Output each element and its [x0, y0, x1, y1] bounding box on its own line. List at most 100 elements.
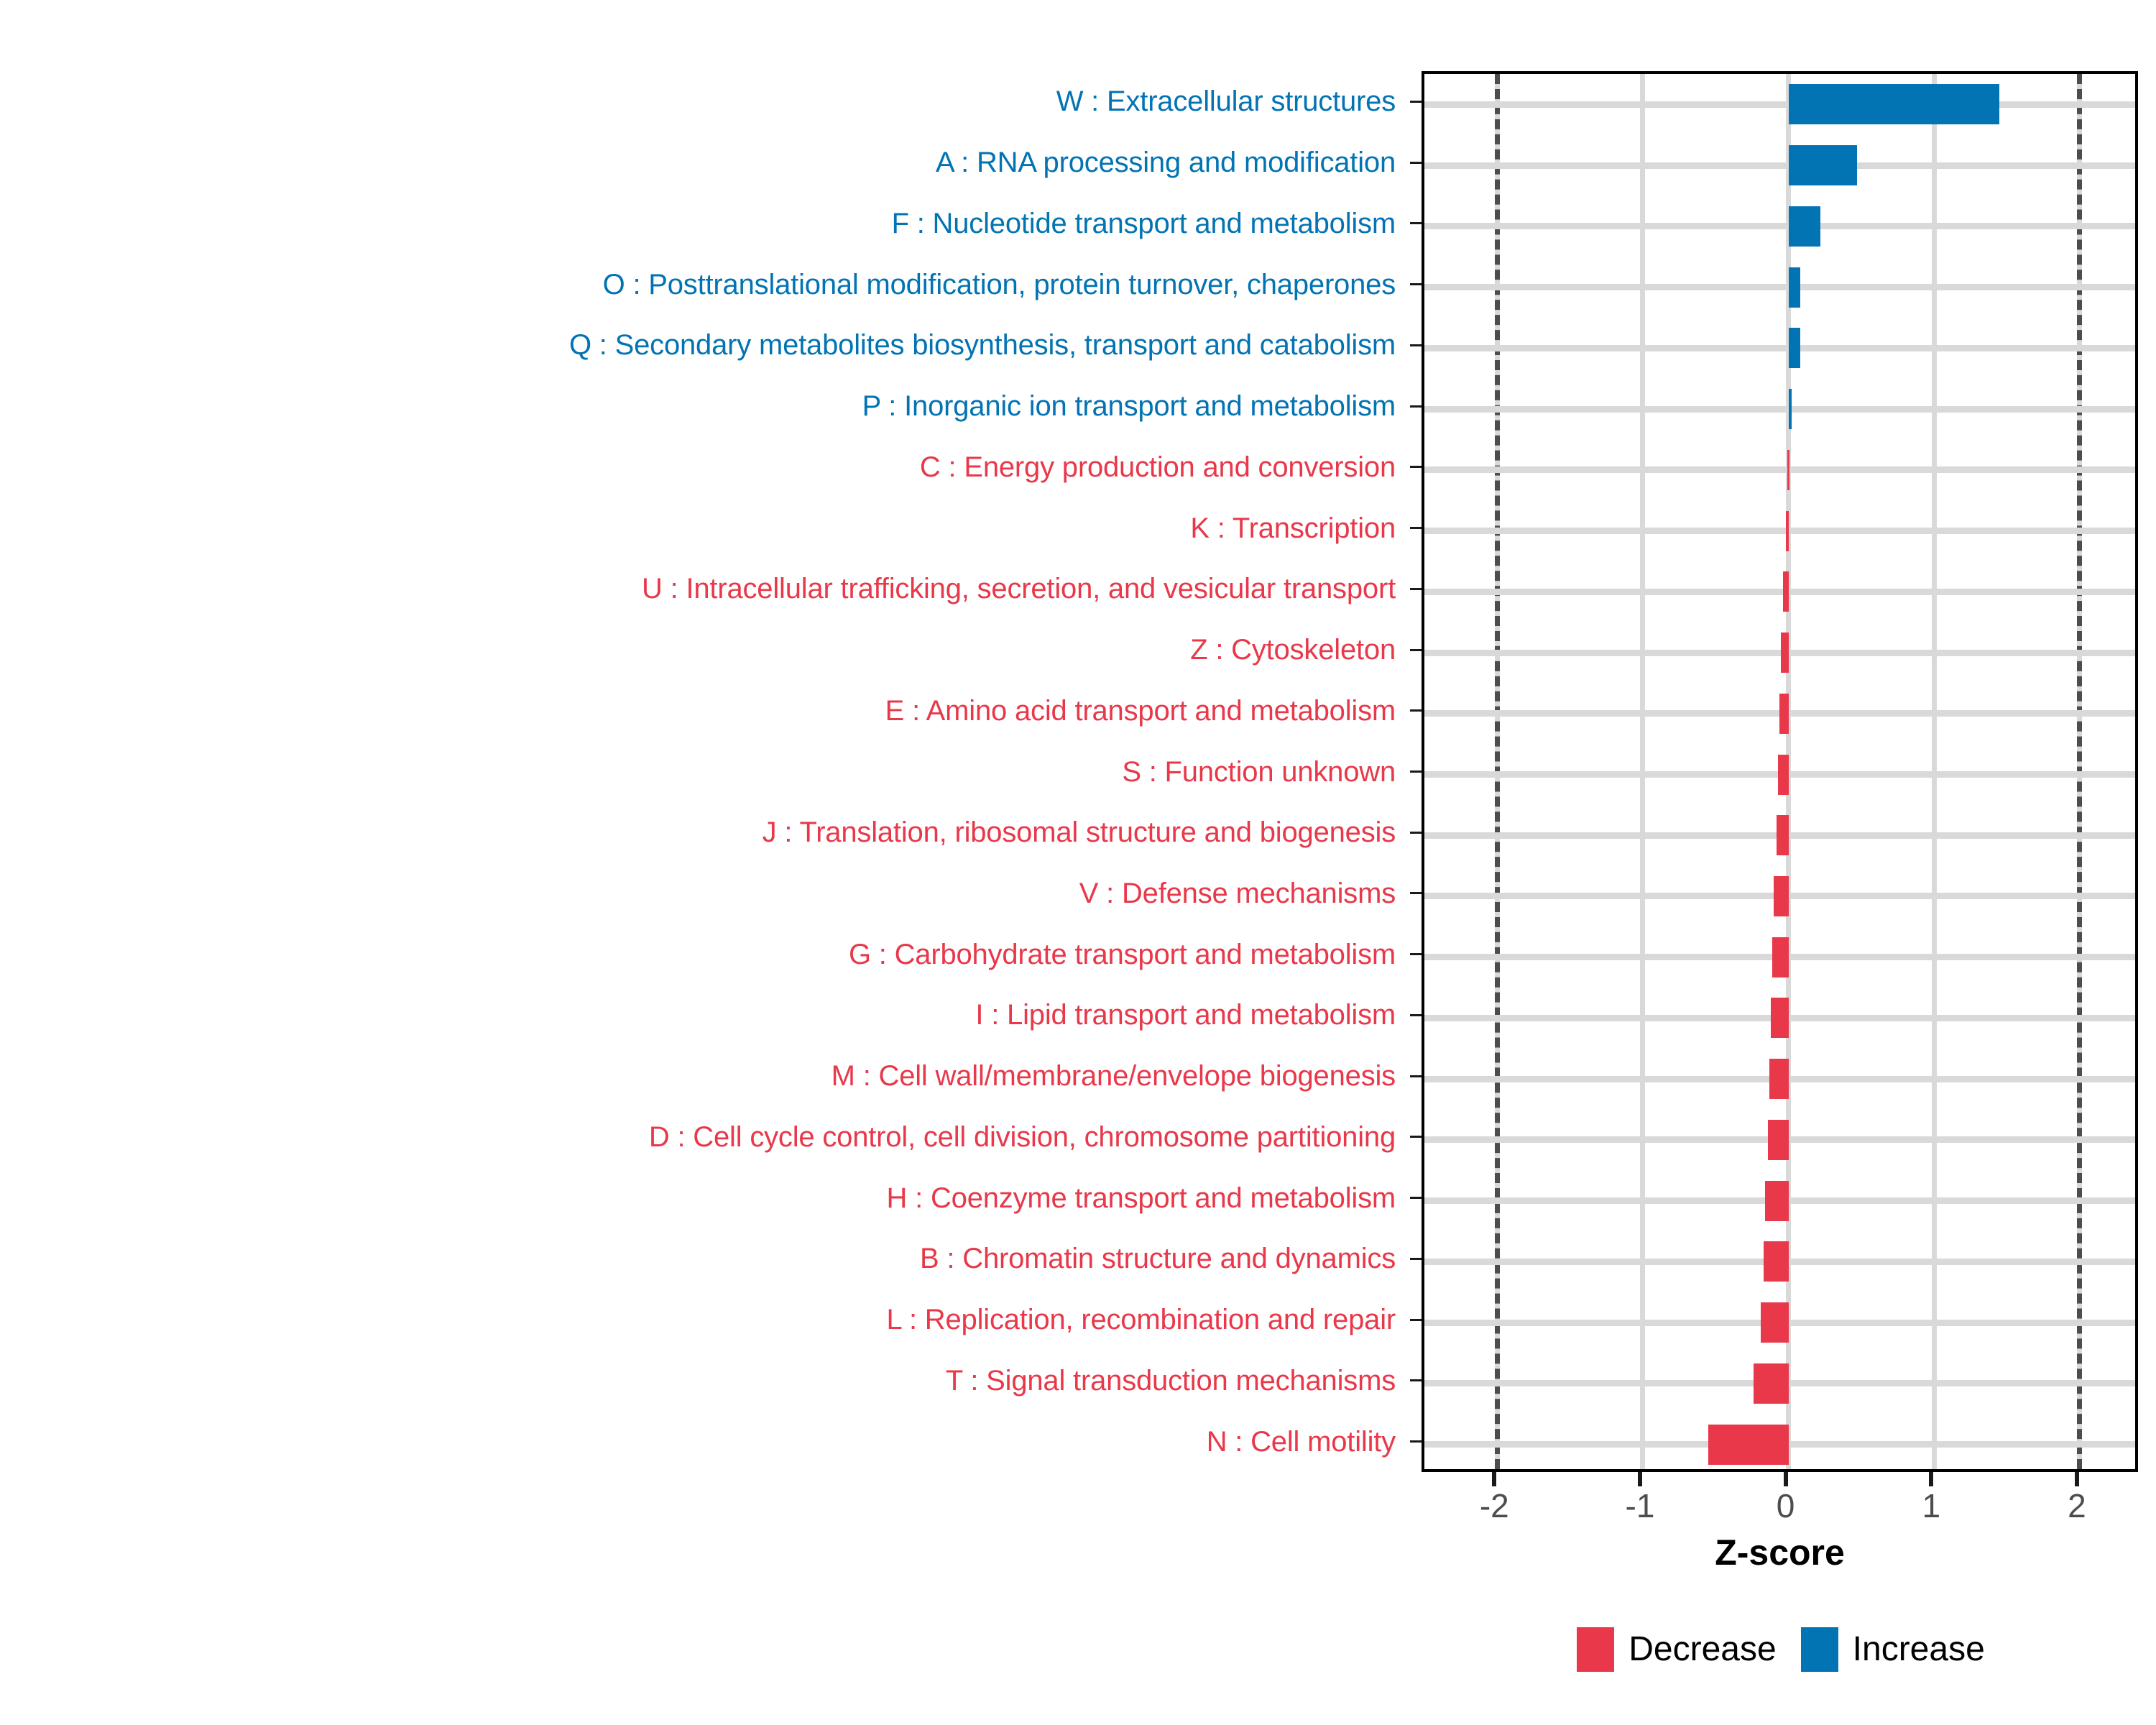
y-axis-label-text: T : Signal transduction mechanisms: [945, 1364, 1396, 1397]
bar[interactable]: [1772, 937, 1789, 978]
x-axis-tick: [1637, 1472, 1642, 1486]
y-axis-label-text: N : Cell motility: [1206, 1425, 1396, 1458]
y-axis-tick: [1410, 222, 1422, 225]
y-axis-label-text: Z : Cytoskeleton: [1190, 634, 1396, 666]
legend-label: Increase: [1852, 1630, 1985, 1668]
y-axis-category-labels: W : Extracellular structures A : RNA proc…: [0, 71, 1409, 1472]
x-axis-tick: [2074, 1472, 2079, 1486]
y-axis-label-text: I : Lipid transport and metabolism: [975, 999, 1396, 1031]
bar[interactable]: [1788, 84, 2000, 125]
horizontal-gridline: [1424, 588, 2135, 595]
bar[interactable]: [1788, 145, 1857, 186]
y-axis-label-text: L : Replication, recombination and repai…: [886, 1304, 1396, 1336]
y-axis-tick: [1410, 100, 1422, 103]
y-axis-tick: [1410, 953, 1422, 956]
horizontal-gridline: [1424, 405, 2135, 413]
y-axis-label-text: B : Chromatin structure and dynamics: [920, 1243, 1396, 1275]
x-axis-tick: [1492, 1472, 1497, 1486]
bar[interactable]: [1787, 449, 1789, 490]
x-axis-tick: [1783, 1472, 1788, 1486]
x-axis-tick-label: -1: [1625, 1487, 1655, 1524]
y-axis-tick: [1410, 283, 1422, 286]
bar[interactable]: [1769, 1059, 1789, 1100]
horizontal-gridline: [1424, 284, 2135, 291]
y-axis-label-text: E : Amino acid transport and metabolism: [885, 694, 1396, 727]
bar[interactable]: [1753, 1363, 1789, 1404]
y-axis-tick: [1410, 648, 1422, 651]
legend-item[interactable]: Decrease: [1577, 1627, 1777, 1672]
plot-panel: [1422, 71, 2138, 1472]
y-axis-label-text: Q : Secondary metabolites biosynthesis, …: [568, 329, 1396, 362]
bar[interactable]: [1765, 1180, 1789, 1221]
bar[interactable]: [1788, 389, 1792, 430]
horizontal-gridline: [1424, 649, 2135, 656]
y-axis-tick: [1410, 587, 1422, 590]
legend-label: Decrease: [1628, 1630, 1777, 1668]
y-axis-tick: [1410, 1013, 1422, 1016]
y-axis-tick: [1410, 1379, 1422, 1382]
chart-legend: Decrease Increase: [1422, 1624, 2140, 1675]
y-axis-label-text: O : Posttranslational modification, prot…: [602, 268, 1396, 300]
x-axis-title: Z-score: [1715, 1532, 1845, 1573]
bar[interactable]: [1771, 998, 1789, 1039]
bar[interactable]: [1785, 510, 1789, 551]
x-axis-tick: [1929, 1472, 1934, 1486]
y-axis-label-text: A : RNA processing and modification: [935, 147, 1396, 179]
horizontal-gridline: [1424, 528, 2135, 535]
bar[interactable]: [1778, 754, 1789, 795]
plot-inner-area: [1424, 74, 2135, 1469]
y-axis-label-text: M : Cell wall/membrane/envelope biogenes…: [831, 1060, 1396, 1092]
y-axis-tick: [1410, 1318, 1422, 1321]
bar[interactable]: [1788, 328, 1800, 369]
x-axis-tick-label: 0: [1776, 1487, 1795, 1524]
y-axis-label-text: S : Function unknown: [1122, 755, 1396, 788]
y-axis-label-text: H : Coenzyme transport and metabolism: [886, 1182, 1396, 1214]
y-axis-label-text: F : Nucleotide transport and metabolism: [891, 207, 1396, 239]
bar[interactable]: [1788, 206, 1821, 247]
y-axis-tick: [1410, 1197, 1422, 1200]
horizontal-gridline: [1424, 466, 2135, 474]
y-axis-label-text: D : Cell cycle control, cell division, c…: [648, 1121, 1396, 1153]
y-axis-tick: [1410, 709, 1422, 712]
bar[interactable]: [1779, 693, 1789, 734]
bar[interactable]: [1764, 1241, 1789, 1282]
horizontal-gridline: [1424, 344, 2135, 351]
y-axis-tick: [1410, 770, 1422, 773]
bar[interactable]: [1768, 1119, 1789, 1160]
bar[interactable]: [1774, 875, 1789, 916]
y-axis-tick: [1410, 892, 1422, 895]
horizontal-gridline: [1424, 162, 2135, 169]
legend-item[interactable]: Increase: [1800, 1627, 1985, 1672]
legend-swatch: [1800, 1627, 1838, 1672]
bar[interactable]: [1777, 815, 1789, 856]
y-axis-tick: [1410, 1136, 1422, 1138]
x-axis-tick-label: -2: [1479, 1487, 1509, 1524]
bar[interactable]: [1788, 267, 1800, 308]
y-axis-label-text: V : Defense mechanisms: [1079, 877, 1396, 909]
y-axis-tick: [1410, 344, 1422, 346]
y-axis-tick: [1410, 466, 1422, 469]
bar[interactable]: [1781, 632, 1789, 673]
y-axis-tick: [1410, 1257, 1422, 1260]
bar[interactable]: [1782, 571, 1789, 612]
y-axis-label-text: W : Extracellular structures: [1056, 86, 1396, 118]
y-axis-tick: [1410, 405, 1422, 408]
horizontal-gridline: [1424, 223, 2135, 230]
y-axis-label-text: P : Inorganic ion transport and metaboli…: [862, 390, 1396, 423]
y-axis-label-text: U : Intracellular trafficking, secretion…: [642, 573, 1396, 605]
horizontal-gridline: [1424, 101, 2135, 108]
y-axis-tick: [1410, 527, 1422, 530]
x-axis-tick-label: 1: [1922, 1487, 1941, 1524]
y-axis-tick: [1410, 1075, 1422, 1077]
y-axis-tick: [1410, 831, 1422, 834]
legend-swatch: [1577, 1627, 1615, 1672]
y-axis-label-text: J : Translation, ribosomal structure and…: [762, 816, 1396, 849]
bar[interactable]: [1708, 1424, 1789, 1465]
bar[interactable]: [1761, 1302, 1789, 1343]
y-axis-label-text: G : Carbohydrate transport and metabolis…: [848, 938, 1396, 970]
y-axis-label-text: C : Energy production and conversion: [919, 451, 1396, 483]
x-axis-tick-label: 2: [2068, 1487, 2086, 1524]
y-axis-tick: [1410, 1440, 1422, 1443]
y-axis-tick: [1410, 161, 1422, 164]
